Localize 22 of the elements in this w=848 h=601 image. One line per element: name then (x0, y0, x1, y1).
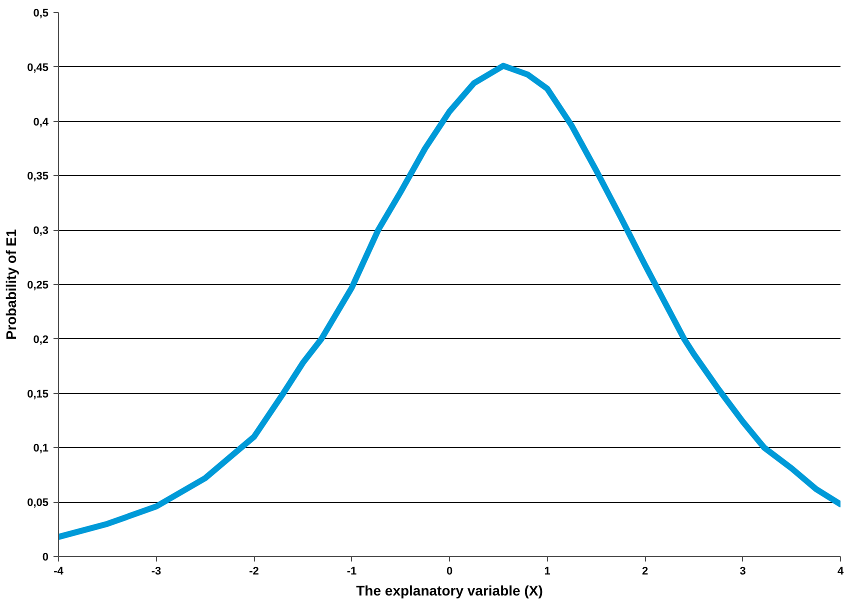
y-tick-label: 0,15 (27, 388, 49, 400)
y-tick-label: 0,05 (27, 497, 49, 510)
y-tick-label: 0,4 (33, 116, 50, 128)
y-tick-label: 0,25 (27, 280, 49, 292)
y-tick-label: 0,35 (27, 170, 49, 183)
y-tick-label: 0,1 (33, 442, 49, 455)
x-tick-label: -1 (346, 566, 357, 578)
x-tick-label: 4 (837, 566, 844, 578)
x-tick-label: -4 (54, 566, 64, 578)
y-tick-label: 0,3 (33, 225, 49, 238)
y-tick-label: 0 (42, 552, 49, 564)
x-tick-label: 3 (740, 566, 746, 578)
y-axis-title: Probability of E1 (3, 229, 20, 340)
x-tick-label: 0 (446, 566, 453, 578)
x-tick-label: 1 (544, 566, 550, 578)
x-tick-label: 2 (642, 566, 648, 578)
x-tick-label: -3 (151, 566, 162, 578)
x-axis-title: The explanatory variable (X) (356, 582, 543, 598)
y-tick-label: 0,2 (33, 334, 49, 346)
y-tick-label: 0,5 (33, 8, 49, 20)
x-tick-label: -2 (249, 566, 259, 578)
y-tick-label: 0,45 (27, 62, 49, 74)
